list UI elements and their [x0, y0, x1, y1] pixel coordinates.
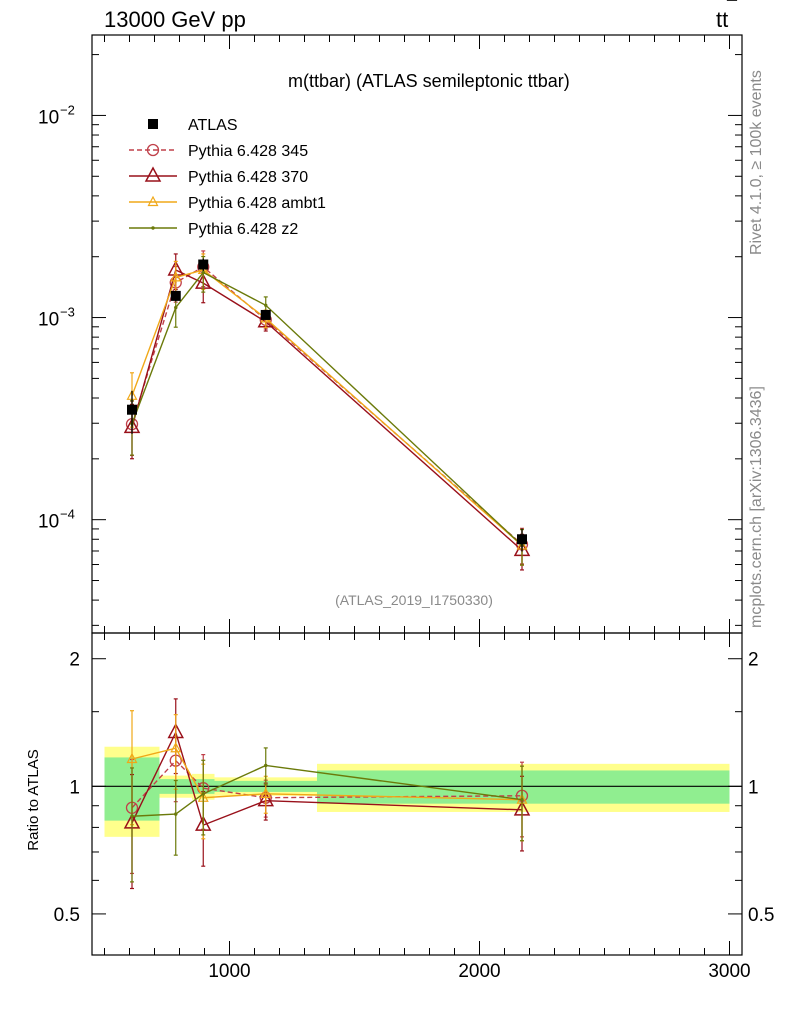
- ratio-tick-label-left: 2: [69, 650, 80, 671]
- legend-entry-4: Pythia 6.428 z2: [129, 221, 298, 238]
- y-tick-label: 10: [38, 107, 59, 128]
- ratio-axis-label: Ratio to ATLAS: [25, 749, 42, 850]
- process-label-bar: ¯: [726, 0, 738, 18]
- data-layer: [127, 258, 527, 552]
- x-tick-label: 3000: [708, 961, 750, 982]
- data-point: [517, 534, 527, 545]
- legend-label: Pythia 6.428 345: [188, 143, 308, 160]
- x-tick-label: 1000: [208, 961, 250, 982]
- legend-entry-3: Pythia 6.428 ambt1: [129, 195, 326, 212]
- legend-label: ATLAS: [188, 117, 238, 134]
- ratio-tick-label-left: 0.5: [54, 905, 80, 926]
- legend-marker: [151, 226, 155, 230]
- legend-marker: [147, 195, 159, 207]
- series-2: [126, 253, 528, 842]
- series-ratio-marker: [130, 814, 134, 818]
- series-3: [130, 255, 524, 883]
- process-label: tt ¯: [716, 0, 738, 32]
- series-ratio-marker: [174, 812, 178, 816]
- ratio-tick-label-right: 2: [748, 650, 759, 671]
- y-tick-label-exponent: −3: [60, 305, 75, 320]
- legend-label: Pythia 6.428 370: [188, 169, 308, 186]
- legend-label: Pythia 6.428 ambt1: [188, 195, 326, 212]
- ratio-tick-label-right: 1: [748, 777, 759, 798]
- energy-label: 13000 GeV pp: [104, 7, 246, 32]
- series-marker: [174, 305, 178, 310]
- chart-title: m(ttbar) (ATLAS semileptonic ttbar): [288, 71, 570, 91]
- legend-marker: [146, 143, 160, 157]
- legend-entry-2: Pythia 6.428 370: [129, 166, 308, 186]
- series-line-main: [131, 268, 523, 551]
- legend-entry-0: ATLAS: [148, 117, 238, 134]
- analysis-watermark: (ATLAS_2019_I1750330): [335, 592, 493, 608]
- legend-label: Pythia 6.428 z2: [188, 221, 298, 238]
- series-marker: [201, 270, 205, 275]
- legend: ATLAS Pythia 6.428 345 Pythia 6.428 370 Pyt…: [129, 117, 326, 238]
- series-ratio-marker: [170, 741, 182, 753]
- mcplots-label: mcplots.cern.ch [arXiv:1306.3436]: [748, 386, 765, 628]
- series-marker: [264, 303, 268, 307]
- x-tick-label: 2000: [458, 961, 500, 982]
- ratio-panel-bands: [104, 746, 730, 837]
- data-point: [170, 290, 181, 301]
- series-line-main: [131, 269, 523, 547]
- series-ratio-marker: [520, 797, 524, 802]
- data-point: [198, 259, 209, 270]
- series-ratio-marker: [260, 787, 272, 798]
- data-point: [127, 404, 137, 415]
- data-point: [260, 309, 271, 320]
- y-tick-label: 10: [38, 512, 59, 533]
- legend-marker: [148, 119, 158, 129]
- ratio-tick-label-left: 1: [69, 777, 80, 798]
- legend-marker: [144, 166, 162, 182]
- series-line-main: [131, 266, 523, 545]
- series-ratio-marker: [201, 792, 205, 796]
- ratio-panel-frame: [91, 632, 743, 956]
- legend-entry-1: Pythia 6.428 345: [129, 143, 308, 160]
- y-tick-label: 10: [38, 310, 59, 331]
- series-ratio-marker: [264, 763, 268, 768]
- y-tick-label-exponent: −2: [60, 102, 75, 117]
- series-layer: [123, 250, 531, 890]
- series-line-ratio: [131, 759, 523, 809]
- process-label-text: tt: [716, 7, 728, 32]
- series-ratio-marker: [126, 752, 138, 764]
- y-tick-label-exponent: −4: [60, 507, 75, 522]
- rivet-version-label: Rivet 4.1.0, ≥ 100k events: [748, 70, 765, 255]
- ratio-tick-label-right: 0.5: [748, 905, 774, 926]
- series-marker: [170, 271, 182, 282]
- series-line-main: [131, 271, 523, 547]
